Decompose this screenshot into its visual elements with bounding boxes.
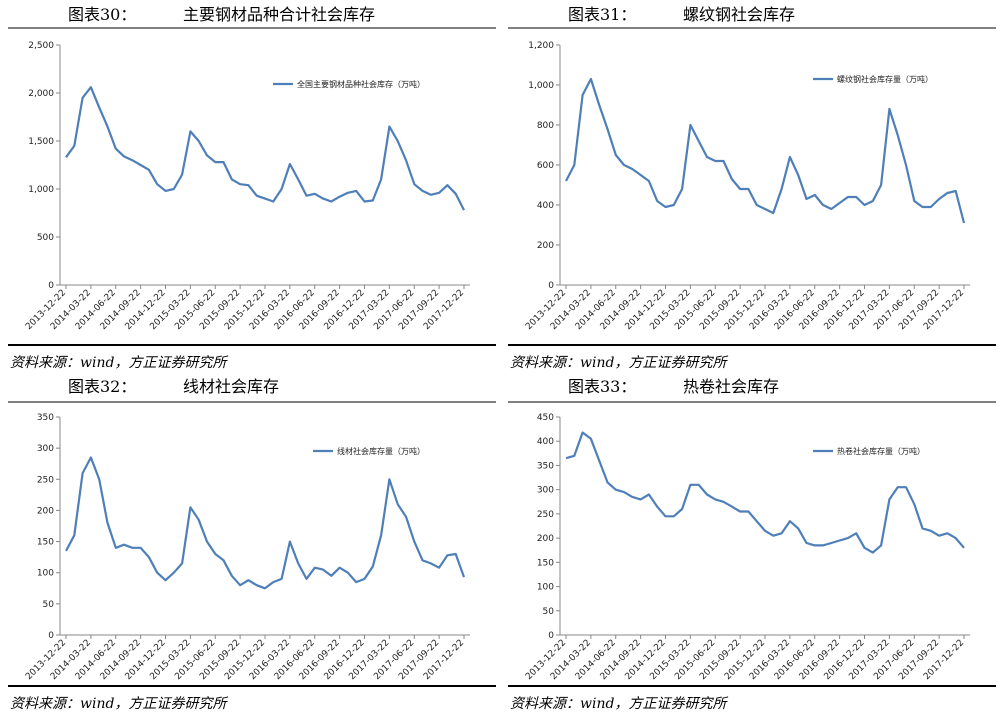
source: 资料来源：wind，方正证券研究所 — [510, 696, 728, 712]
y-tick-label: 150 — [37, 538, 54, 548]
y-tick-label: 0 — [548, 281, 554, 291]
y-tick-label: 0 — [548, 631, 554, 641]
legend-label: 线材社会库存量（万吨） — [337, 446, 425, 456]
y-tick-label: 200 — [537, 241, 554, 251]
figure-title: 螺纹钢社会库存 — [683, 5, 795, 24]
y-tick-label: 600 — [537, 161, 554, 171]
y-tick-label: 250 — [537, 510, 554, 520]
figure-label: 图表33： — [568, 377, 636, 396]
figure-title: 主要钢材品种合计社会库存 — [183, 5, 375, 24]
y-tick-label: 2,000 — [28, 89, 54, 99]
y-tick-label: 1,000 — [528, 81, 554, 91]
legend-label: 螺纹钢社会库存量（万吨） — [837, 74, 933, 84]
y-tick-label: 400 — [537, 201, 554, 211]
figure-label: 图表31： — [568, 5, 636, 24]
figure-label: 图表30： — [68, 5, 136, 24]
y-tick-label: 200 — [37, 506, 54, 516]
y-tick-label: 2,500 — [28, 41, 54, 51]
y-tick-label: 200 — [537, 534, 554, 544]
y-tick-label: 400 — [537, 437, 554, 447]
figure-title: 热卷社会库存 — [683, 377, 779, 396]
y-tick-label: 100 — [537, 583, 554, 593]
legend-label: 全国主要钢材品种社会库存（万吨） — [297, 79, 425, 89]
y-tick-label: 450 — [537, 413, 554, 423]
y-tick-label: 100 — [37, 569, 54, 579]
y-tick-label: 1,500 — [28, 137, 54, 147]
y-tick-label: 500 — [37, 233, 54, 243]
source: 资料来源：wind，方正证券研究所 — [510, 355, 728, 371]
y-tick-label: 0 — [48, 631, 54, 641]
source: 资料来源：wind，方正证券研究所 — [10, 355, 228, 371]
y-tick-label: 50 — [543, 607, 555, 617]
figure-label: 图表32： — [68, 377, 136, 396]
source: 资料来源：wind，方正证券研究所 — [10, 696, 228, 712]
series-line — [65, 86, 465, 211]
y-tick-label: 350 — [537, 461, 554, 471]
y-tick-label: 1,200 — [528, 41, 554, 51]
y-tick-label: 50 — [43, 600, 55, 610]
y-tick-label: 250 — [37, 475, 54, 485]
series-line — [565, 431, 965, 554]
figure-title: 线材社会库存 — [183, 377, 279, 396]
series-line — [565, 77, 966, 224]
y-tick-label: 800 — [537, 121, 554, 131]
series-line — [65, 456, 466, 590]
y-tick-label: 350 — [37, 413, 54, 423]
legend-label: 热卷社会库存量（万吨） — [837, 446, 925, 456]
y-tick-label: 1,000 — [28, 185, 54, 195]
y-tick-label: 150 — [537, 558, 554, 568]
y-tick-label: 300 — [37, 444, 54, 454]
y-tick-label: 300 — [537, 486, 554, 496]
y-tick-label: 0 — [48, 281, 54, 291]
